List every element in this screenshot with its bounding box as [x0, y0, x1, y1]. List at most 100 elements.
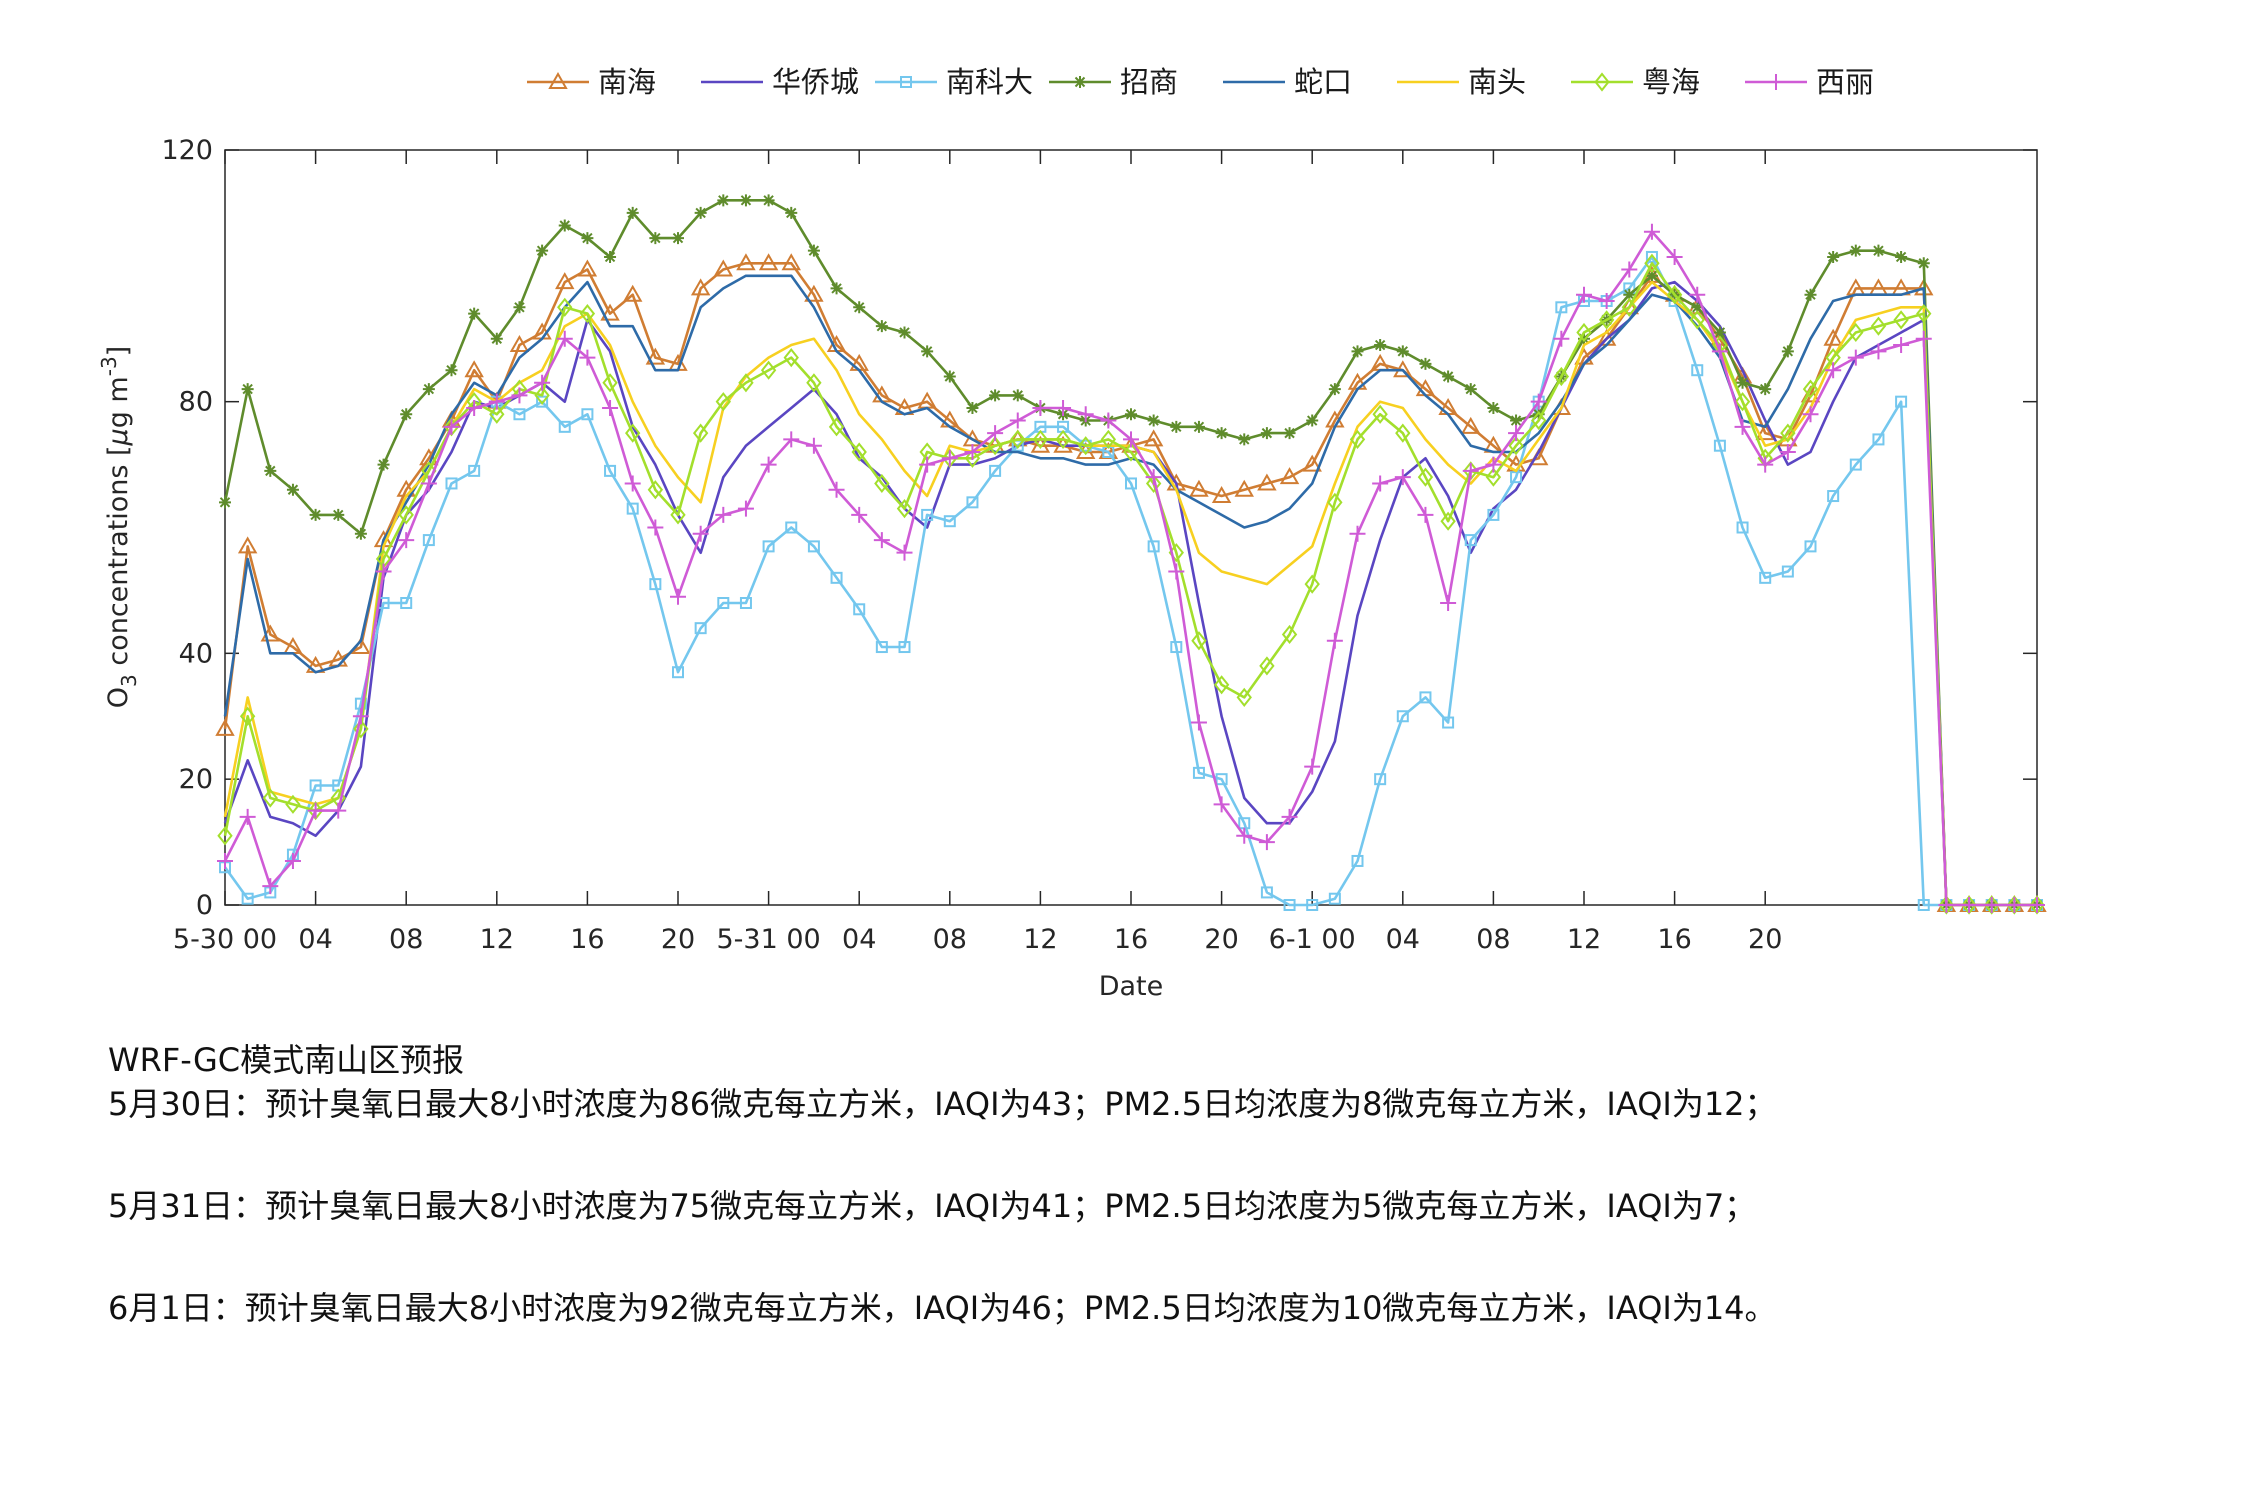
legend-item-4: 招商	[1049, 65, 1178, 99]
data-point	[513, 408, 526, 421]
data-point	[445, 364, 458, 377]
data-point	[966, 496, 979, 509]
data-point	[900, 76, 912, 88]
data-point	[1757, 456, 1774, 473]
data-point	[964, 448, 981, 468]
data-point	[219, 496, 231, 509]
data-point	[1848, 322, 1864, 343]
data-point	[1396, 710, 1409, 723]
data-point	[237, 536, 258, 554]
y-tick-label: 120	[161, 135, 213, 166]
data-point	[1464, 534, 1477, 547]
data-point	[241, 892, 254, 905]
data-point	[625, 423, 641, 443]
data-point	[1170, 420, 1183, 433]
data-point	[1487, 401, 1500, 414]
data-point	[400, 597, 413, 609]
data-point	[626, 502, 639, 515]
data-point	[1462, 462, 1479, 479]
data-point	[468, 307, 481, 320]
forecast-day-3: 6月1日：预计臭氧日最大8小时浓度为92微克每立方米，IAQI为46；PM2.5…	[108, 1289, 1777, 1327]
data-point	[1238, 433, 1251, 446]
data-point	[1531, 410, 1547, 431]
data-point	[577, 259, 598, 277]
data-point	[490, 332, 503, 345]
data-point	[1711, 343, 1728, 360]
data-point	[1032, 429, 1049, 450]
series-line	[223, 261, 2037, 907]
data-point	[1619, 297, 1640, 315]
data-point	[1895, 395, 1908, 408]
data-point	[353, 719, 369, 739]
data-point	[1074, 76, 1086, 88]
data-point	[1532, 408, 1545, 421]
data-point	[488, 393, 505, 410]
data-point	[241, 383, 254, 396]
data-point	[262, 788, 278, 808]
x-tick-label: 08	[389, 924, 423, 955]
data-point	[1461, 416, 1481, 434]
data-point	[1621, 261, 1638, 278]
data-point	[466, 399, 483, 416]
data-point	[1145, 469, 1162, 486]
data-point	[1010, 429, 1026, 450]
data-point	[604, 250, 617, 263]
data-point	[1849, 458, 1862, 471]
data-point	[1125, 408, 1137, 421]
data-point	[602, 399, 619, 416]
data-point	[581, 232, 594, 245]
data-point	[896, 499, 913, 519]
data-point	[807, 540, 820, 553]
data-point	[622, 284, 643, 302]
data-point	[941, 450, 958, 467]
x-tick-label: 16	[1657, 924, 1691, 955]
data-point	[536, 244, 549, 257]
data-point	[1804, 540, 1817, 553]
data-point	[354, 527, 367, 540]
data-point	[1768, 74, 1784, 90]
data-point	[1192, 420, 1205, 433]
data-point	[1215, 773, 1228, 786]
data-point	[285, 794, 301, 814]
data-point	[1009, 412, 1026, 429]
series-5	[223, 274, 2037, 907]
data-point	[1189, 479, 1209, 497]
data-point	[736, 253, 756, 271]
data-point	[717, 194, 730, 207]
plot-area-frame	[224, 149, 2038, 906]
data-point	[1236, 827, 1253, 844]
data-point	[783, 431, 800, 448]
x-tick-label: 12	[480, 924, 514, 955]
series-2	[223, 280, 2037, 907]
series-line	[223, 280, 2037, 907]
legend-label: 西丽	[1816, 65, 1874, 99]
data-point	[464, 360, 484, 378]
data-point	[1168, 563, 1185, 580]
data-point	[1804, 288, 1817, 301]
data-point	[2029, 897, 2045, 913]
data-point	[555, 272, 575, 290]
data-point	[1374, 339, 1387, 352]
data-point	[1260, 886, 1273, 899]
data-point	[828, 481, 845, 498]
data-point	[851, 506, 868, 523]
data-point	[1594, 72, 1610, 92]
data-point	[1419, 357, 1432, 370]
data-point	[1781, 565, 1794, 578]
data-point	[579, 303, 596, 324]
data-point	[1847, 349, 1864, 366]
data-point	[604, 464, 617, 477]
data-point	[489, 404, 505, 424]
data-point	[921, 508, 934, 521]
data-point	[760, 360, 777, 380]
data-point	[1215, 427, 1228, 440]
data-point	[1234, 479, 1254, 497]
data-point	[1374, 773, 1387, 786]
data-point	[558, 420, 571, 433]
data-point	[1825, 362, 1842, 379]
data-point	[715, 506, 732, 523]
data-point	[738, 373, 754, 393]
data-point	[558, 219, 571, 232]
data-point	[647, 519, 664, 536]
data-point	[1508, 425, 1525, 442]
